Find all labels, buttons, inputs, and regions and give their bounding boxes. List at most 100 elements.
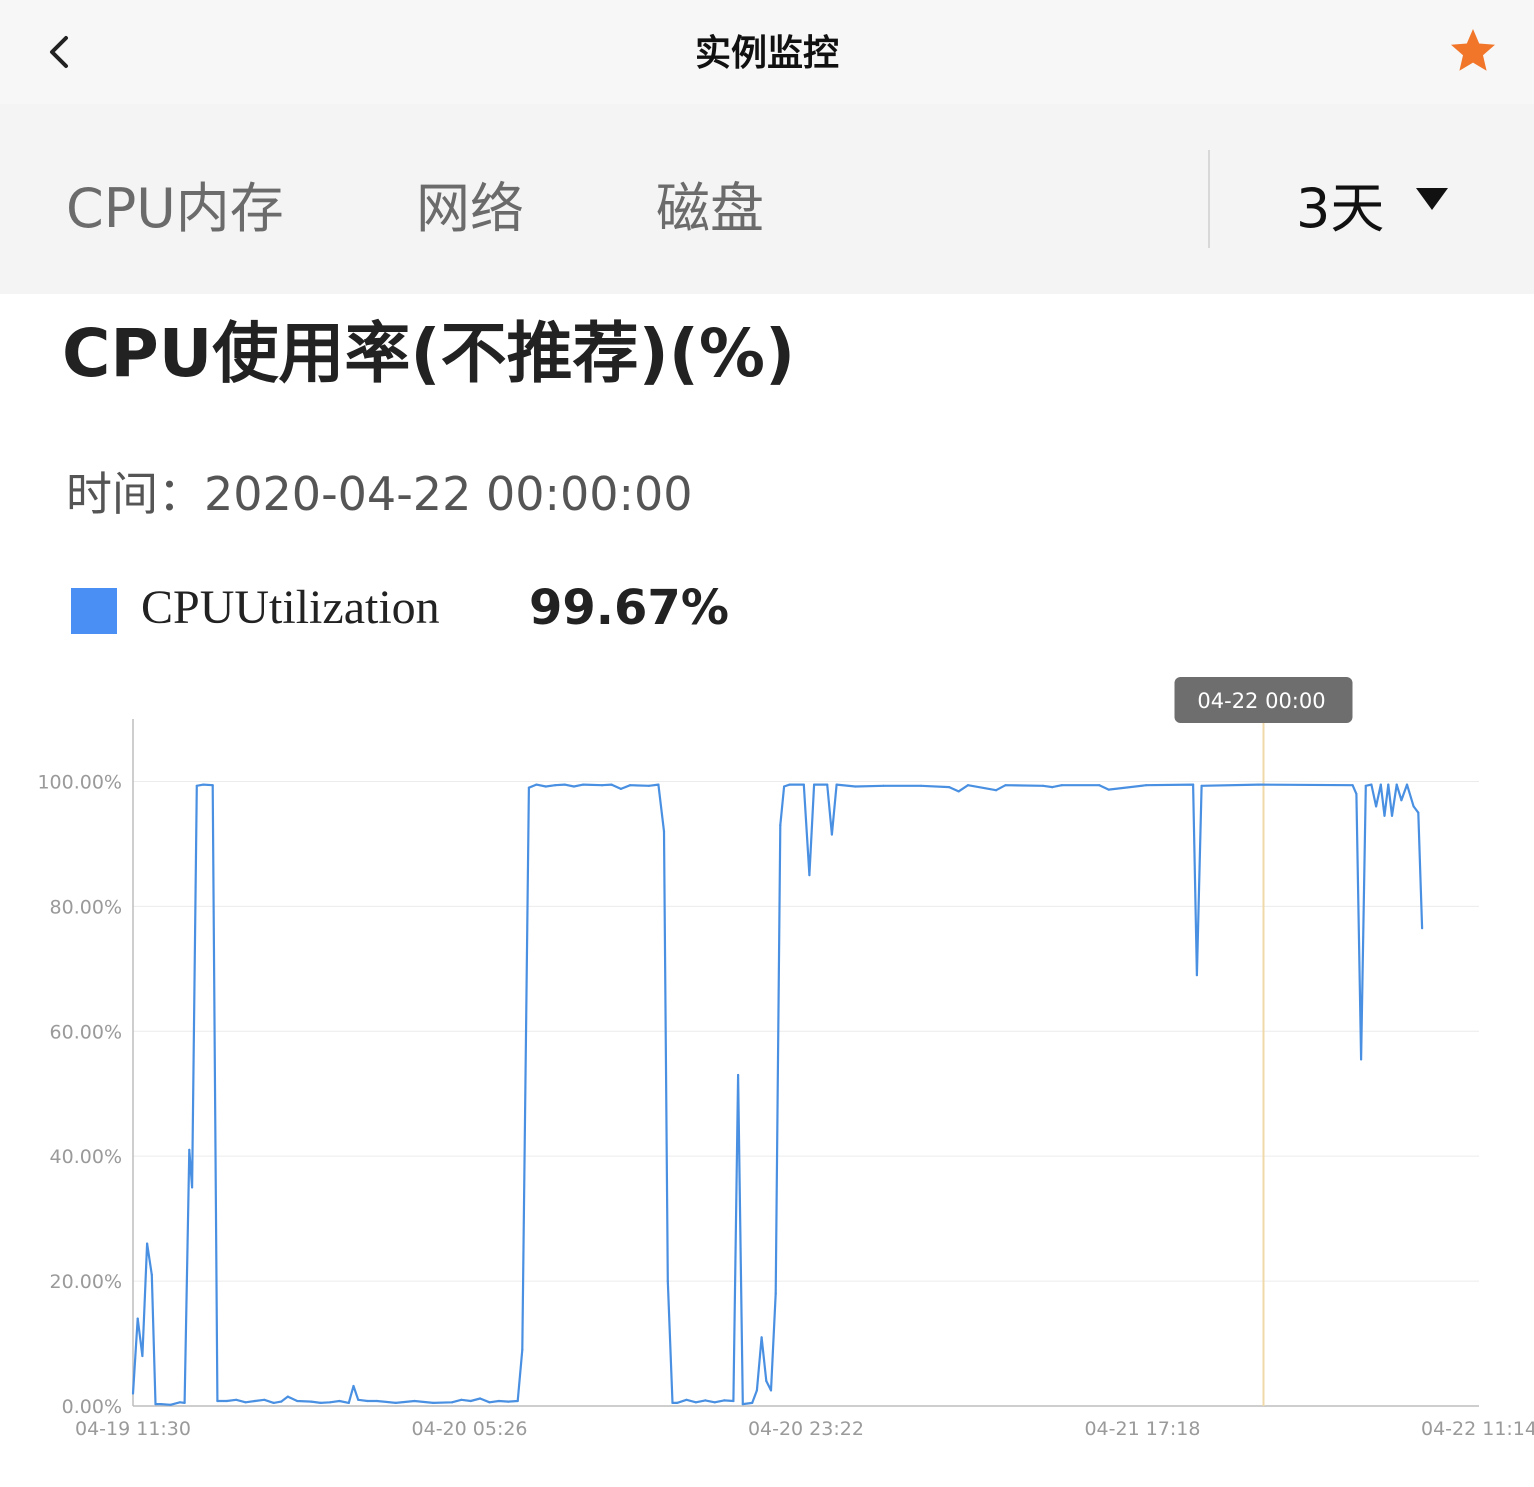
data-point <box>497 1399 500 1403</box>
data-point <box>1379 783 1382 786</box>
data-point <box>1107 788 1110 791</box>
data-point <box>647 784 651 787</box>
chevron-left-icon[interactable] <box>40 30 80 74</box>
data-point <box>375 1399 378 1403</box>
y-tick-label: 60.00% <box>50 1021 122 1043</box>
legend-swatch <box>71 588 117 634</box>
time-row: 时间：2020-04-22 00:00:00 <box>66 458 693 524</box>
data-point <box>432 1401 435 1404</box>
data-point <box>769 1389 773 1392</box>
data-point <box>507 1400 510 1403</box>
data-point <box>535 783 538 786</box>
tab-network[interactable]: 网络 <box>416 177 524 240</box>
data-point <box>629 784 632 787</box>
data-point <box>737 1073 740 1077</box>
data-point <box>671 1401 674 1404</box>
tab-cpu-memory[interactable]: CPU内存 <box>66 177 284 240</box>
data-point <box>460 1398 463 1401</box>
data-point <box>1060 784 1063 787</box>
data-point <box>732 1399 735 1403</box>
series-line-0 <box>131 783 1424 1406</box>
data-point <box>1395 783 1398 786</box>
data-point <box>188 1148 191 1151</box>
x-tick-label: 04-19 11:30 <box>75 1418 191 1440</box>
nav-bar: 实例监控 <box>0 0 1534 104</box>
data-point <box>657 783 660 786</box>
time-range-select[interactable]: 3天 <box>1296 164 1466 240</box>
caret-down-icon <box>1416 188 1448 210</box>
star-icon[interactable] <box>1448 26 1498 76</box>
data-point <box>280 1400 283 1403</box>
data-point <box>191 1186 194 1189</box>
data-point <box>779 824 782 827</box>
data-point <box>966 784 970 787</box>
crosshair-tooltip-label: 04-22 00:00 <box>1197 689 1325 713</box>
data-point <box>1192 783 1195 786</box>
data-point <box>225 1399 228 1403</box>
data-point <box>882 784 885 787</box>
data-point <box>808 874 811 877</box>
data-point <box>920 784 923 787</box>
data-point <box>183 1401 186 1404</box>
data-point <box>554 784 557 787</box>
data-point <box>582 783 585 786</box>
tab-disk[interactable]: 磁盘 <box>656 177 764 240</box>
x-tick-label: 04-21 17:18 <box>1084 1418 1200 1440</box>
data-point <box>263 1398 266 1401</box>
data-point <box>1051 786 1054 789</box>
data-point <box>676 1401 679 1404</box>
data-point <box>195 784 198 787</box>
data-point <box>572 785 576 788</box>
time-range-value: 3天 <box>1296 177 1385 240</box>
data-point <box>723 1399 726 1402</box>
data-point <box>802 783 805 786</box>
crosshair-tooltip-bg <box>1174 677 1353 723</box>
data-point <box>835 783 838 786</box>
data-point <box>1360 1058 1363 1061</box>
data-point <box>713 1401 716 1404</box>
data-point <box>146 1242 149 1245</box>
data-point <box>1370 783 1373 786</box>
data-point <box>619 787 623 790</box>
data-point <box>1405 783 1409 786</box>
data-point <box>272 1401 275 1404</box>
data-point <box>347 1401 350 1404</box>
data-point <box>169 1403 172 1406</box>
data-point <box>957 790 960 793</box>
time-label: 时间： <box>66 467 204 521</box>
data-point <box>1417 811 1420 814</box>
data-point <box>479 1397 482 1400</box>
tab-bar: CPU内存 网络 磁盘 3天 <box>0 104 1534 294</box>
data-point <box>995 789 998 792</box>
cpu-utilization-chart[interactable]: 0.00% 20.00% 40.00% 60.00% 80.00% 100.00% 04-1… <box>0 660 1534 1487</box>
data-point <box>296 1399 299 1403</box>
data-point <box>1257 783 1260 786</box>
chart-title: CPU使用率(不推荐)(%) <box>62 315 796 392</box>
data-point <box>783 785 786 788</box>
legend-series-name: CPUUtilization <box>141 581 440 634</box>
data-point <box>826 783 829 786</box>
data-point <box>154 1403 157 1406</box>
x-tick-label: 04-20 23:22 <box>748 1418 864 1440</box>
data-point <box>516 1399 519 1403</box>
data-point <box>1355 792 1358 795</box>
data-point <box>601 784 604 787</box>
time-value: 2020-04-22 00:00:00 <box>204 467 693 521</box>
data-point <box>948 786 951 789</box>
data-point <box>150 1273 153 1276</box>
data-point <box>366 1399 369 1403</box>
data-point <box>488 1401 491 1404</box>
data-point <box>141 1354 144 1358</box>
data-point <box>1098 784 1101 787</box>
tab-divider <box>1208 150 1210 248</box>
data-point <box>1421 927 1424 930</box>
data-point <box>211 784 214 787</box>
data-point <box>751 1401 754 1404</box>
data-point <box>813 783 816 786</box>
data-point <box>160 1403 163 1406</box>
data-point <box>1351 784 1354 787</box>
data-point <box>544 785 547 788</box>
data-point <box>216 1399 219 1403</box>
legend: CPUUtilization 99.67% <box>71 580 771 640</box>
y-tick-label: 20.00% <box>50 1271 122 1293</box>
